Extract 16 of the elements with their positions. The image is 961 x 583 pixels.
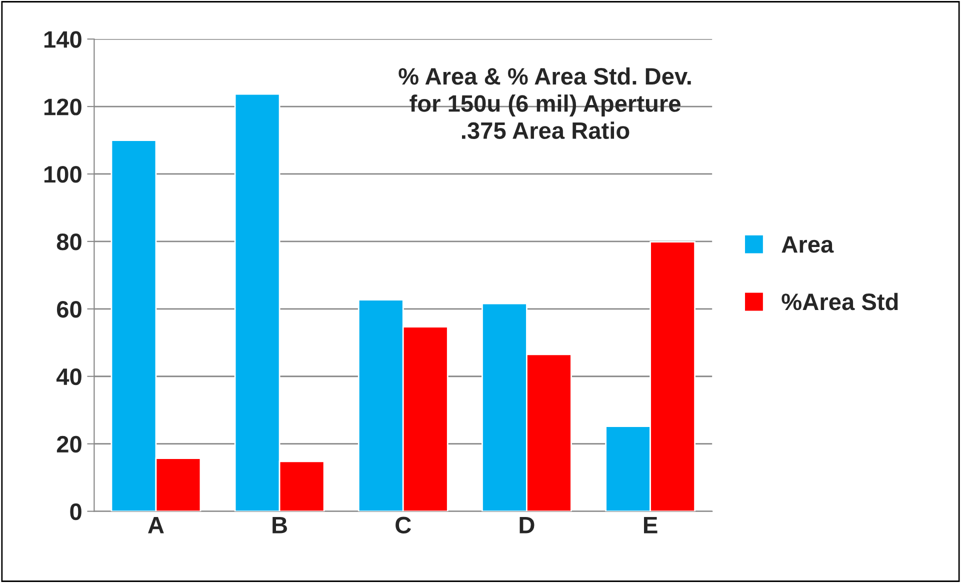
x-tick-label: C xyxy=(396,516,412,534)
y-tick-label: 80 xyxy=(56,234,82,250)
text: % Area & % Area Std. Dev. for 150u (6 mil) Aperture .375 Area Ratio xyxy=(398,67,691,140)
legend-label: Area xyxy=(782,236,834,253)
y-tick-label: 60 xyxy=(56,300,82,318)
y-tick-label: 120 xyxy=(44,98,82,116)
y-tick-label: 0 xyxy=(70,503,82,520)
y-tick-label: 20 xyxy=(56,436,82,453)
legend-label: %Area Std xyxy=(782,292,898,310)
y-tick-label: 140 xyxy=(44,31,82,48)
x-tick-label: D xyxy=(520,517,534,534)
x-tick-label: E xyxy=(644,517,658,534)
y-tick-label: 100 xyxy=(44,166,82,183)
x-tick-label: B xyxy=(272,517,288,534)
x-tick-label: A xyxy=(148,517,164,534)
y-tick-label: 40 xyxy=(56,368,82,386)
